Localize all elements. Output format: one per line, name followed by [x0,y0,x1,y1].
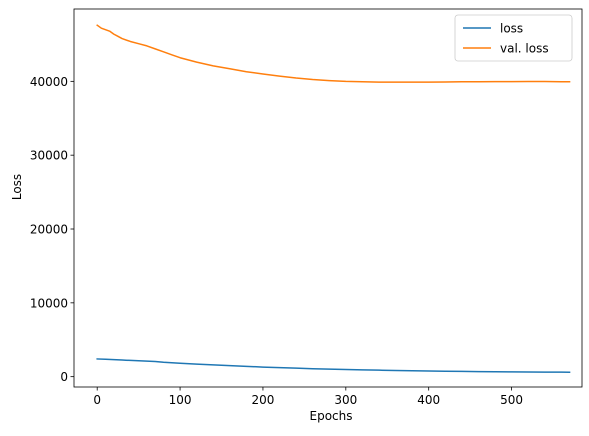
axes-frame [73,8,583,388]
legend-label: loss [500,22,523,36]
series-layer [96,24,571,373]
legend-box [454,14,573,62]
y-tick-label: 10000 [30,296,68,310]
x-tick-label: 0 [93,393,101,407]
x-axis-label: Epochs [310,409,353,423]
y-tick-label: 30000 [30,149,68,163]
y-tick-label: 20000 [30,223,68,237]
axes-layer: 0 100 200 300 400 500 0 10000 20000 30000 40000 [30,8,583,407]
legend-label: val. loss [500,42,549,56]
series-line-loss [96,358,571,373]
y-tick-label: 0 [60,370,68,384]
x-tick-label: 100 [169,393,192,407]
series-line-val-loss [96,24,571,83]
y-axis-label: Loss [10,174,24,200]
plot-background [74,9,582,387]
x-tick-label: 300 [334,393,357,407]
plot-area [74,9,582,387]
legend: loss val. loss [454,14,573,62]
x-tick-label: 200 [251,393,274,407]
x-tick-label: 500 [500,393,523,407]
x-tick-label: 400 [417,393,440,407]
y-tick-label: 40000 [30,75,68,89]
